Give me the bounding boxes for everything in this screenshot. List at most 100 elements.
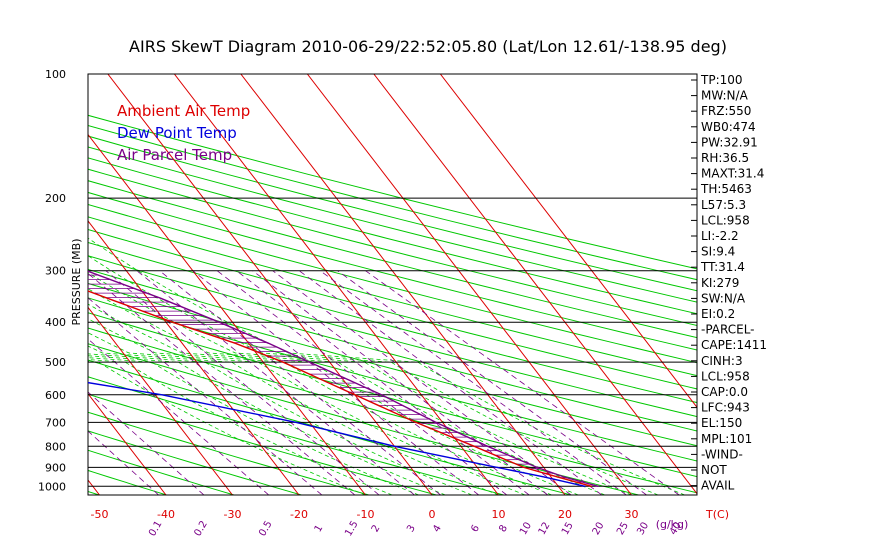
dry-adiabat xyxy=(88,157,697,315)
mixing-ratio-line xyxy=(365,270,680,495)
mixing-ratio-tick: 25 xyxy=(615,520,631,537)
bottom-temp-tick: -30 xyxy=(224,508,242,521)
index-label: AVAIL xyxy=(701,479,735,493)
mixing-ratio-line xyxy=(88,338,270,495)
mixing-ratio-tick: 3 xyxy=(405,523,418,534)
air-parcel-temppoint xyxy=(309,361,311,363)
ambient-air-temppoint xyxy=(282,361,284,363)
chart-legend: Ambient Air Temp Dew Point Temp Air Parcel… xyxy=(117,102,250,164)
isotherm xyxy=(306,74,632,495)
isotherm xyxy=(88,306,233,495)
bottom-temp-tick: -50 xyxy=(91,508,109,521)
mixing-ratio-line xyxy=(319,270,627,495)
mixing-ratio-tick: 20 xyxy=(591,520,607,537)
pressure-tick-label: 200 xyxy=(45,192,66,205)
index-label: SW:N/A xyxy=(701,291,746,305)
isotherm xyxy=(88,392,167,495)
temp-unit-label: T(C) xyxy=(705,508,729,521)
pressure-tick-label: 700 xyxy=(45,416,66,429)
index-label: LFC:943 xyxy=(701,401,750,415)
index-label: -WIND- xyxy=(701,447,743,461)
bottom-temp-tick: 30 xyxy=(625,508,639,521)
index-label: CINH:3 xyxy=(701,354,743,368)
mixing-ratio-tick: 8 xyxy=(497,523,510,534)
index-label: L57:5.3 xyxy=(701,198,746,212)
index-label: KI:279 xyxy=(701,276,739,290)
mixing-ratio-tick: 30 xyxy=(635,520,651,537)
mixing-ratio-line xyxy=(88,297,323,495)
isotherm xyxy=(88,220,300,495)
pressure-tick-label: 600 xyxy=(45,389,66,402)
dry-adiabat xyxy=(88,135,697,292)
ambient-air-temppoint xyxy=(473,445,475,447)
mixing-ratio-tick: 4 xyxy=(431,523,444,534)
dew-point-temppoint xyxy=(393,445,396,447)
index-label: CAP:0.0 xyxy=(701,385,748,399)
mixing-ratio-tick: 12 xyxy=(537,520,553,537)
mixing-ratio-tick: 0.2 xyxy=(192,519,209,538)
dry-adiabat xyxy=(88,241,697,404)
isotherm xyxy=(439,74,697,409)
index-label: WB0:474 xyxy=(701,120,756,134)
legend-item: Dew Point Temp xyxy=(117,124,237,142)
index-label: FRZ:550 xyxy=(701,104,751,118)
bottom-temp-tick: 20 xyxy=(558,508,572,521)
dry-adiabat xyxy=(88,203,697,364)
mixing-ratio-unit: (g/kg) xyxy=(656,518,689,531)
pressure-tick-label: 900 xyxy=(45,461,66,474)
air-parcel-temppoint xyxy=(380,394,382,396)
dry-adiabat xyxy=(88,282,697,447)
ambient-air-temppoint xyxy=(557,476,559,478)
index-label: LCL:958 xyxy=(701,369,750,383)
mixing-ratio-line xyxy=(216,270,508,495)
dry-adiabat xyxy=(88,430,302,495)
dry-adiabat xyxy=(88,168,697,327)
mixing-ratio-tick: 15 xyxy=(560,520,576,537)
dry-adiabat xyxy=(88,297,697,462)
ambient-air-temppoint xyxy=(523,466,525,468)
bottom-temp-tick: -40 xyxy=(157,508,175,521)
mixing-ratio-line xyxy=(272,270,572,495)
air-parcel-templine xyxy=(88,270,599,487)
bottom-temp-tick: -20 xyxy=(290,508,308,521)
isotherm xyxy=(88,133,366,495)
moist-adiabat xyxy=(88,303,579,495)
ambient-air-temppoint xyxy=(234,342,236,344)
mixing-ratio-tick: 0.5 xyxy=(257,519,274,538)
dry-adiabat xyxy=(0,74,32,495)
mixing-ratio-line xyxy=(88,272,356,495)
ambient-air-temppoint xyxy=(354,394,356,396)
isotherm xyxy=(173,74,499,495)
mixing-ratio-tick: 10 xyxy=(518,520,534,537)
index-label: NOT xyxy=(701,463,727,477)
air-parcel-temppoint xyxy=(268,342,270,344)
index-label: CAPE:1411 xyxy=(701,338,767,352)
pressure-tick-label: 400 xyxy=(45,316,66,329)
air-parcel-temppoint xyxy=(1,238,2,239)
air-parcel-temppoint xyxy=(487,445,489,447)
isotherm-grid xyxy=(88,74,697,495)
index-label: TH:5463 xyxy=(700,182,752,196)
dew-point-temppoint xyxy=(295,421,297,423)
cape-hatch xyxy=(88,274,583,483)
ambient-air-temppoint xyxy=(107,297,109,299)
air-parcel-temppoint xyxy=(86,270,87,271)
isotherm xyxy=(373,74,697,495)
index-label: PW:32.91 xyxy=(701,135,758,149)
pressure-tick-label: 300 xyxy=(45,265,66,278)
mixing-ratio-line xyxy=(337,270,647,495)
ambient-air-templine xyxy=(88,290,592,487)
mixing-ratio-line xyxy=(88,430,159,495)
air-parcel-temppoint xyxy=(160,297,162,299)
mixing-ratio-tick: 1 xyxy=(313,523,326,534)
chart-title: AIRS SkewT Diagram 2010-06-29/22:52:05.8… xyxy=(129,37,727,56)
pressure-tick-label: 1000 xyxy=(38,480,66,493)
mixing-ratio-tick: 6 xyxy=(469,523,482,534)
legend-item: Air Parcel Temp xyxy=(117,146,232,164)
sounding-series xyxy=(1,238,599,487)
dry-adiabat xyxy=(88,180,697,339)
dry-adiabat xyxy=(88,327,697,494)
index-label: LI:-2.2 xyxy=(701,229,739,243)
dry-adiabat xyxy=(88,343,639,495)
